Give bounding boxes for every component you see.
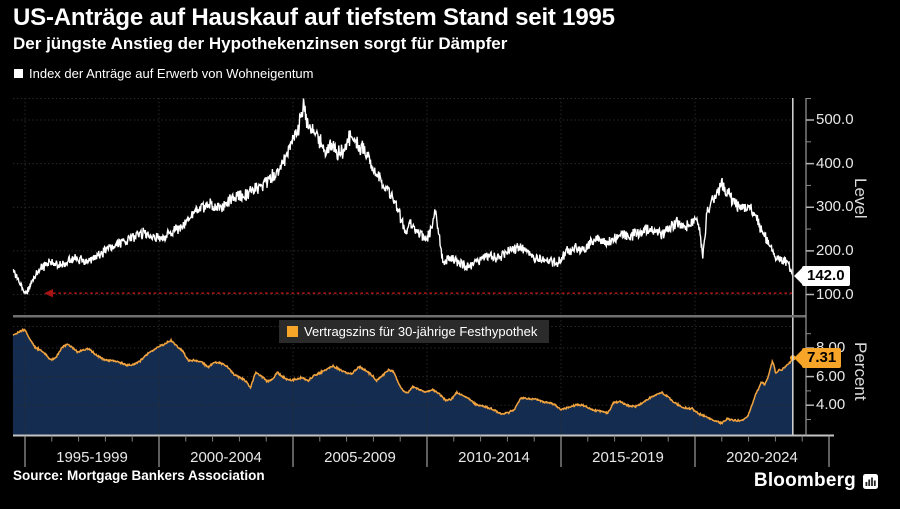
y-tick-label-percent: 4.00 (816, 396, 846, 414)
current-value-tag-percent: 7.31 (794, 348, 842, 368)
bloomberg-brand: Bloomberg (754, 470, 878, 492)
page-title: US-Anträge auf Hauskauf auf tiefstem Sta… (13, 4, 615, 31)
x-tick-label: 2015-2019 (592, 449, 664, 466)
bloomberg-wordmark: Bloomberg (753, 470, 856, 491)
legend-mortgage-rate-label: Vertragszins für 30-jährige Festhypothek (304, 324, 538, 339)
x-tick-label: 2020-2024 (726, 449, 798, 466)
purchase-index-line (12, 98, 794, 295)
current-percent-value: 7.31 (802, 348, 842, 368)
mortgage-rate-line (12, 327, 794, 426)
y-tick-label-level: 300.0 (816, 198, 854, 216)
y-axis-title-level: Level (851, 178, 870, 219)
tag-pointer-icon (794, 268, 802, 284)
x-tick-label: 1995-1999 (56, 449, 128, 466)
mortgage-rate-area-fill (12, 329, 793, 436)
red-arrowhead-icon (44, 288, 53, 298)
y-tick-label-percent: 6.00 (816, 367, 846, 385)
legend-purchase-index: Index der Anträge auf Erwerb von Wohneig… (14, 66, 314, 81)
x-tick-label: 2000-2004 (190, 449, 262, 466)
current-value-tag-level: 142.0 (794, 266, 850, 286)
legend-purchase-index-label: Index der Anträge auf Erwerb von Wohneig… (29, 66, 314, 81)
tag-pointer-icon (794, 350, 802, 366)
y-tick-label-level: 200.0 (816, 241, 854, 259)
y-tick-label-level: 400.0 (816, 154, 854, 172)
x-tick-label: 2010-2014 (458, 449, 530, 466)
source-attribution: Source: Mortgage Bankers Association (13, 468, 265, 483)
legend-mortgage-rate: Vertragszins für 30-jährige Festhypothek (279, 320, 550, 343)
current-level-value: 142.0 (802, 266, 850, 286)
bloomberg-logo-icon (863, 473, 878, 489)
white-square-swatch-icon (14, 69, 23, 78)
x-tick-label: 2005-2009 (324, 449, 396, 466)
page-subtitle: Der jüngste Anstieg der Hypothekenzinsen… (13, 34, 508, 53)
y-tick-label-level: 100.0 (816, 285, 854, 303)
y-axis-title-percent: Percent (851, 342, 870, 401)
orange-square-swatch-icon (287, 326, 298, 337)
y-tick-label-level: 500.0 (816, 111, 854, 128)
